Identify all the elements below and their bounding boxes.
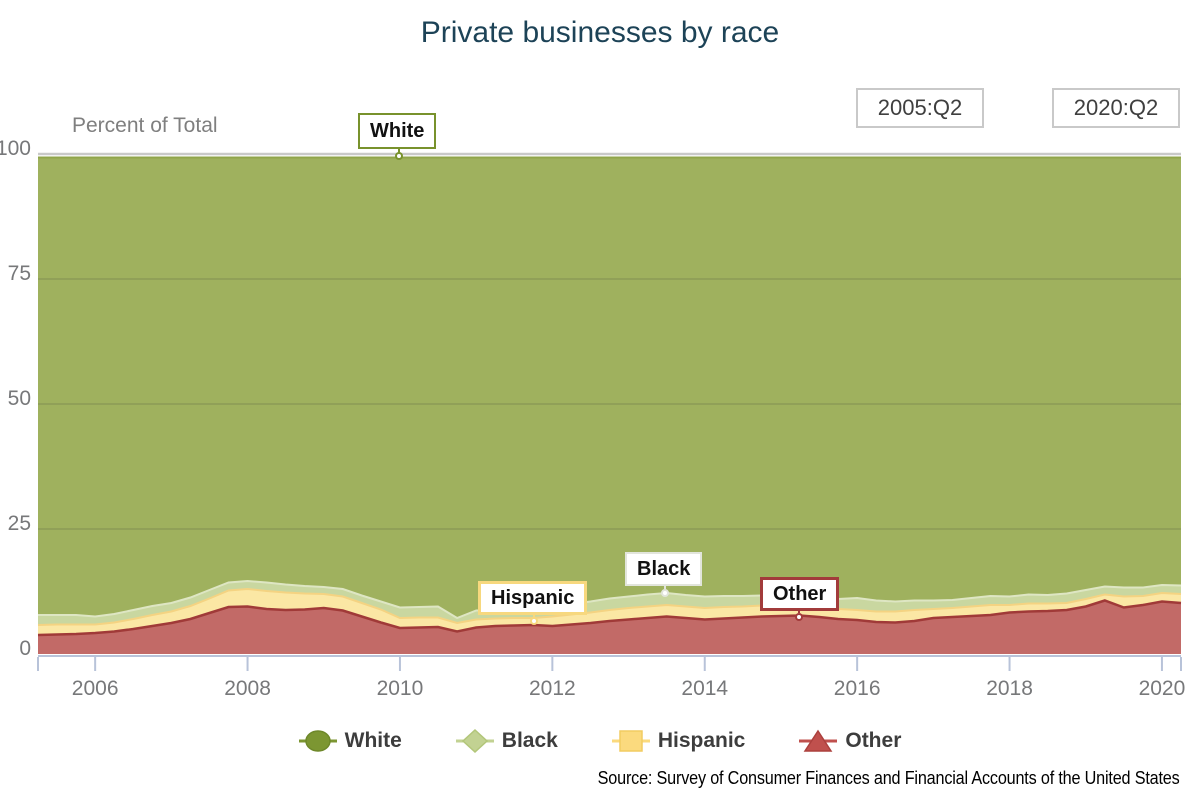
- legend-label: Black: [501, 729, 558, 752]
- legend-label: Hispanic: [657, 729, 746, 752]
- annotation-black: Black: [625, 552, 703, 597]
- callout-dot: [795, 613, 803, 621]
- legend-marker-circle-icon: [298, 728, 337, 754]
- legend-marker-square-icon: [611, 728, 650, 754]
- svg-text:2016: 2016: [834, 677, 881, 700]
- date-range-end-input[interactable]: 2020:Q2: [1052, 88, 1180, 128]
- legend-label: White: [344, 729, 402, 752]
- svg-text:2014: 2014: [681, 677, 728, 700]
- source-note: Source: Survey of Consumer Finances and …: [598, 768, 1180, 788]
- svg-text:100: 100: [0, 137, 31, 160]
- callout-stem: [798, 611, 800, 613]
- annotation-label: Hispanic: [478, 581, 588, 615]
- callout-stem: [664, 586, 666, 589]
- callout-dot: [395, 152, 403, 160]
- svg-text:2010: 2010: [377, 677, 424, 700]
- svg-text:75: 75: [8, 262, 31, 285]
- y-axis-unit-label: Percent of Total: [72, 114, 218, 137]
- svg-text:2006: 2006: [72, 677, 119, 700]
- date-range-start-input[interactable]: 2005:Q2: [856, 88, 984, 128]
- chart-title: Private businesses by race: [420, 16, 780, 49]
- annotation-label: Other: [760, 577, 840, 611]
- legend-marker-triangle-icon: [799, 728, 838, 754]
- svg-text:2008: 2008: [224, 677, 271, 700]
- annotation-label: White: [358, 113, 437, 149]
- annotation-white: White: [358, 113, 437, 160]
- legend-item-other[interactable]: Other: [799, 728, 901, 754]
- svg-text:2012: 2012: [529, 677, 576, 700]
- svg-text:2018: 2018: [986, 677, 1033, 700]
- annotation-other: Other: [760, 577, 840, 621]
- callout-stem: [398, 149, 400, 154]
- svg-text:25: 25: [8, 512, 31, 535]
- legend-item-hispanic[interactable]: Hispanic: [611, 728, 746, 754]
- legend-marker-diamond-icon: [455, 728, 494, 754]
- svg-text:0: 0: [19, 637, 31, 660]
- legend-item-white[interactable]: White: [298, 728, 402, 754]
- callout-stem: [533, 615, 535, 618]
- legend-item-black[interactable]: Black: [455, 728, 558, 754]
- legend-label: Other: [845, 729, 902, 752]
- annotation-label: Black: [625, 552, 703, 586]
- callout-dot: [661, 589, 669, 597]
- chart-legend: White Black Hispanic Other: [0, 728, 1200, 754]
- callout-dot: [530, 617, 538, 625]
- svg-text:50: 50: [8, 387, 31, 410]
- annotation-hispanic: Hispanic: [478, 581, 588, 625]
- svg-text:2020: 2020: [1139, 677, 1186, 700]
